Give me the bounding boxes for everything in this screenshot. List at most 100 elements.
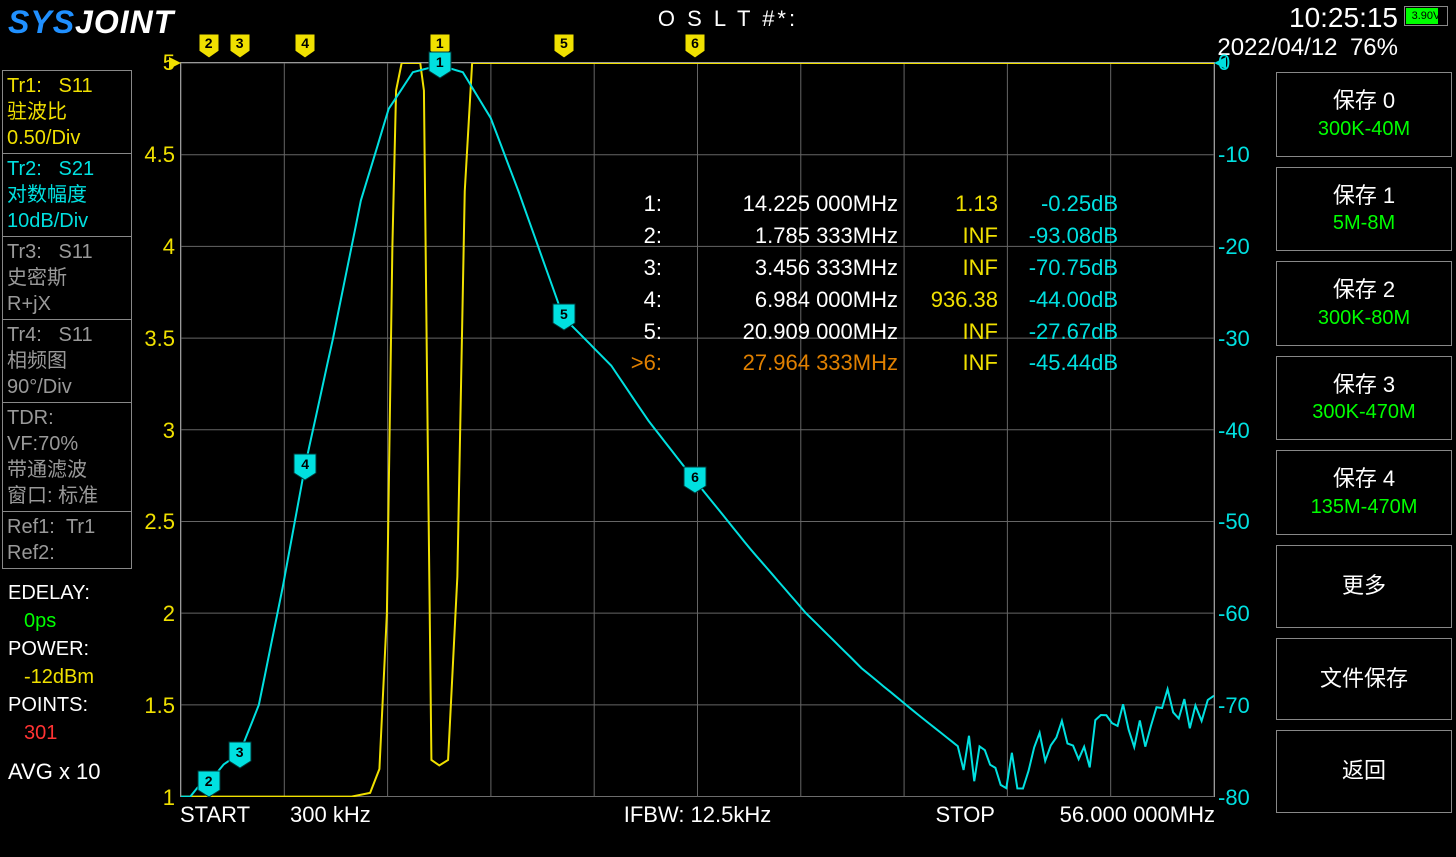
chart-area[interactable]: 54.543.532.521.51 0-10-20-30-40-50-60-70… [180, 62, 1215, 797]
menu-button-6[interactable]: 文件保存 [1276, 638, 1452, 721]
menu-button-2[interactable]: 保存 2 300K-80M [1276, 261, 1452, 346]
stop-value[interactable]: 56.000 000MHz [1060, 802, 1215, 828]
y-left-label: 4.5 [144, 142, 175, 168]
points-label: POINTS: [8, 691, 132, 719]
logo-part1: SYS [8, 4, 75, 40]
tdr-vf: VF:70% [7, 431, 127, 457]
clock-time: 10:25:15 [1289, 2, 1398, 33]
ifbw-value[interactable]: IFBW: 12.5kHz [624, 802, 772, 828]
y-right-label: -70 [1218, 693, 1250, 719]
marker-idx: 2: [620, 220, 668, 252]
chart-svg [181, 63, 1214, 797]
clock-date: 2022/04/12 [1217, 34, 1337, 62]
menu-button-7[interactable]: 返回 [1276, 730, 1452, 813]
logo-part2: JOINT [75, 4, 174, 40]
marker-v2: -45.44dB [1008, 347, 1118, 379]
marker-freq: 20.909 000MHz [668, 316, 908, 348]
menu-button-1[interactable]: 保存 15M-8M [1276, 167, 1452, 252]
tdr-label: TDR: [7, 405, 127, 431]
curve-marker-2[interactable]: 2 [197, 770, 221, 798]
marker-row-1[interactable]: 1:14.225 000MHz1.13-0.25dB [620, 188, 1118, 220]
y-right-label: -80 [1218, 785, 1250, 811]
menu-button-4[interactable]: 保存 4135M-470M [1276, 450, 1452, 535]
y-right-label: -60 [1218, 601, 1250, 627]
y-right-label: -10 [1218, 142, 1250, 168]
trace-box-2[interactable]: Tr2: S21对数幅度10dB/Div [2, 154, 132, 237]
marker-v1: INF [908, 316, 1008, 348]
menu-button-label: 保存 0 [1333, 88, 1395, 113]
menu-button-sub: 300K-80M [1279, 305, 1449, 331]
trace-format: 相频图 [7, 348, 127, 374]
power-value: -12dBm [8, 663, 132, 691]
ref-box[interactable]: Ref1: Tr1 Ref2: [2, 512, 132, 569]
menu-button-label: 保存 1 [1333, 183, 1395, 208]
status-area: 3.90V 10:25:15 2022/04/12 76% [1217, 4, 1448, 62]
battery-voltage: 3.90V [1405, 7, 1447, 25]
ref1-label: Ref1: [7, 516, 55, 538]
marker-v2: -0.25dB [1008, 188, 1118, 220]
marker-row-2[interactable]: 2:1.785 333MHzINF-93.08dB [620, 220, 1118, 252]
points-value: 301 [8, 719, 132, 747]
menu-button-5[interactable]: 更多 [1276, 545, 1452, 628]
marker-idx: 3: [620, 252, 668, 284]
ref-triangle-right [1214, 57, 1226, 69]
trace-box-3[interactable]: Tr3: S11史密斯R+jX [2, 237, 132, 320]
y-left-label: 3 [163, 418, 175, 444]
trace-id: Tr3: [7, 241, 42, 263]
edelay-value: 0ps [8, 607, 132, 635]
menu-button-sub: 300K-40M [1279, 116, 1449, 142]
marker-freq: 6.984 000MHz [668, 284, 908, 316]
marker-row-4[interactable]: 4:6.984 000MHz936.38-44.00dB [620, 284, 1118, 316]
trace-scale: 10dB/Div [7, 208, 127, 234]
tdr-box[interactable]: TDR: VF:70% 带通滤波 窗口: 标准 [2, 403, 132, 512]
marker-row-3[interactable]: 3:3.456 333MHzINF-70.75dB [620, 252, 1118, 284]
menu-button-3[interactable]: 保存 3300K-470M [1276, 356, 1452, 441]
menu-button-label: 保存 3 [1333, 372, 1395, 397]
curve-marker-6[interactable]: 6 [683, 466, 707, 494]
curve-marker-4[interactable]: 4 [293, 453, 317, 481]
trace-format: 史密斯 [7, 265, 127, 291]
start-value[interactable]: 300 kHz [290, 802, 371, 828]
tdr-window: 窗口: 标准 [7, 483, 127, 509]
menu-button-sub: 135M-470M [1279, 494, 1449, 520]
y-right-label: -40 [1218, 418, 1250, 444]
menu-button-label: 返回 [1342, 758, 1386, 783]
ref1-value: Tr1 [66, 516, 95, 538]
trace-scale: 0.50/Div [7, 125, 127, 151]
trace-box-4[interactable]: Tr4: S11相频图90°/Div [2, 320, 132, 403]
power-label: POWER: [8, 635, 132, 663]
marker-readout-table: 1:14.225 000MHz1.13-0.25dB2:1.785 333MHz… [620, 188, 1118, 379]
logo: SYSJOINT [8, 4, 174, 41]
marker-v1: INF [908, 347, 1008, 379]
y-left-label: 1.5 [144, 693, 175, 719]
curve-marker-1[interactable]: 1 [428, 51, 452, 79]
avg-label: AVG x 10 [8, 757, 132, 788]
marker-v2: -44.00dB [1008, 284, 1118, 316]
trace-format: 对数幅度 [7, 182, 127, 208]
menu-button-label: 更多 [1342, 573, 1386, 598]
trace-sparam: S11 [59, 241, 93, 263]
y-right-label: -20 [1218, 234, 1250, 260]
marker-flag-3[interactable]: 3 [229, 33, 251, 59]
curve-marker-5[interactable]: 5 [552, 303, 576, 331]
marker-row-6[interactable]: 6:27.964 333MHzINF-45.44dB [620, 347, 1118, 379]
stop-label[interactable]: STOP [935, 802, 995, 828]
marker-flag-5[interactable]: 5 [553, 33, 575, 59]
trace-box-1[interactable]: Tr1: S11驻波比0.50/Div [2, 70, 132, 154]
ref2-label: Ref2: [7, 542, 55, 564]
menu-button-label: 保存 2 [1333, 277, 1395, 302]
marker-row-5[interactable]: 5:20.909 000MHzINF-27.67dB [620, 316, 1118, 348]
marker-flag-2[interactable]: 2 [198, 33, 220, 59]
start-label[interactable]: START [180, 802, 250, 828]
marker-flag-6[interactable]: 6 [684, 33, 706, 59]
marker-v2: -93.08dB [1008, 220, 1118, 252]
marker-flag-4[interactable]: 4 [294, 33, 316, 59]
curve-marker-3[interactable]: 3 [228, 741, 252, 769]
menu-button-label: 文件保存 [1320, 666, 1408, 691]
trace-sparam: S11 [59, 75, 93, 97]
menu-button-0[interactable]: 保存 0 300K-40M [1276, 72, 1452, 157]
y-left-label: 4 [163, 234, 175, 260]
y-left-label: 2 [163, 601, 175, 627]
y-left-label: 1 [163, 785, 175, 811]
trace-sparam: S11 [59, 324, 93, 346]
